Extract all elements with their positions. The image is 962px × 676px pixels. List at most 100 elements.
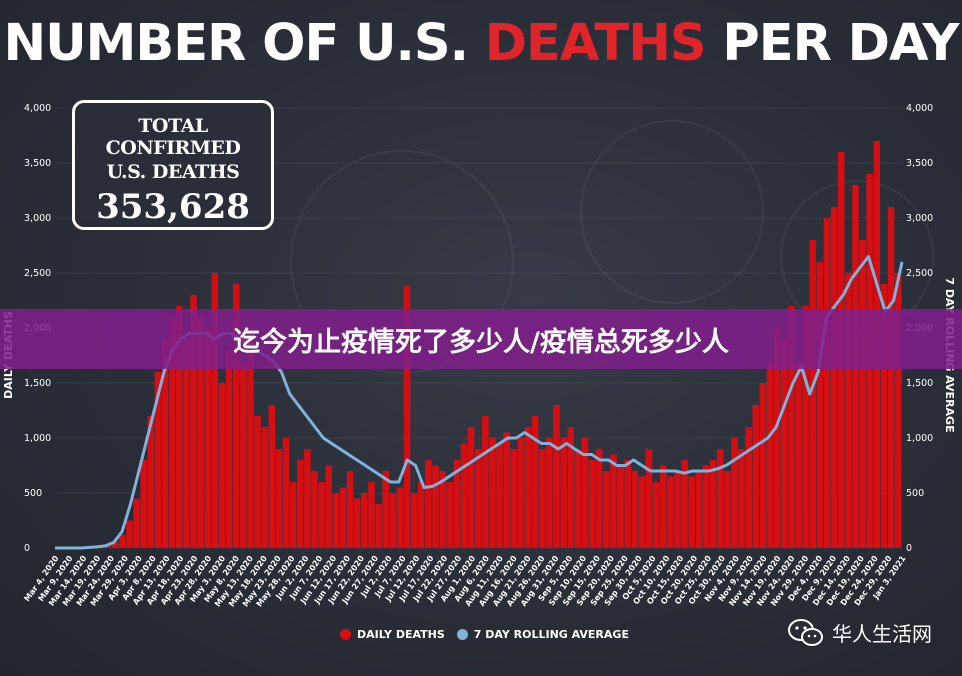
daily-death-bar [894, 273, 902, 548]
daily-death-bar [496, 443, 503, 548]
daily-death-bar [282, 438, 290, 548]
daily-death-bar [489, 438, 496, 548]
daily-death-bar [311, 471, 318, 548]
daily-death-bar [318, 482, 325, 548]
watermark: 华人生活网 [788, 618, 932, 647]
daily-death-bar [168, 317, 176, 548]
daily-death-bar [809, 240, 816, 548]
daily-death-bar [346, 471, 354, 548]
daily-death-bar [375, 504, 382, 548]
daily-death-bar [154, 372, 162, 548]
overlay-banner: 迄今为止疫情死了多少人/疫情总死多少人 [0, 309, 962, 369]
daily-death-bar [546, 438, 553, 548]
daily-death-bar [247, 328, 254, 548]
total-box-line-1: TOTAL CONFIRMED [105, 115, 241, 159]
daily-death-bar [610, 454, 617, 548]
total-deaths-value: 353,628 [96, 187, 250, 227]
total-box-line-2: U.S. DEATHS [106, 161, 240, 183]
daily-death-bar [403, 286, 411, 548]
daily-death-bar [297, 460, 304, 548]
y-tick-label-right: 3,500 [906, 158, 933, 169]
daily-death-bar [830, 207, 838, 548]
daily-death-bar [467, 427, 475, 548]
daily-death-bar [788, 306, 795, 548]
daily-death-bar [176, 306, 183, 548]
background-virus-shape [290, 150, 514, 374]
daily-death-bar [660, 465, 667, 548]
daily-death-bar [474, 449, 482, 548]
y-tick-label-left: 1,500 [24, 378, 51, 389]
daily-death-bar [289, 482, 297, 548]
daily-death-bar [119, 534, 126, 548]
daily-death-bar [232, 284, 240, 548]
y-tick-label-right: 500 [906, 488, 924, 499]
daily-death-bar [773, 328, 781, 548]
daily-death-bar [724, 471, 731, 548]
daily-death-bar [140, 460, 147, 548]
daily-death-bar [595, 449, 603, 548]
daily-death-bar [667, 476, 674, 548]
y-tick-label-right: 1,500 [906, 378, 933, 389]
y-tick-label-right: 2,500 [906, 268, 933, 279]
daily-death-bar [880, 284, 888, 548]
daily-death-bar [674, 471, 681, 548]
daily-death-bar [638, 476, 646, 548]
y-tick-label-left: 2,500 [24, 268, 51, 279]
daily-death-bar [460, 443, 468, 548]
daily-death-bar [553, 405, 560, 548]
daily-death-bar [261, 427, 268, 548]
daily-death-bar [133, 498, 140, 548]
y-tick-label-left: 3,500 [24, 158, 51, 169]
daily-death-bar [574, 449, 582, 548]
daily-death-bar [104, 544, 112, 548]
background-virus-shape [580, 120, 764, 304]
daily-death-bar [389, 493, 397, 548]
daily-death-bar [425, 460, 432, 548]
daily-death-bar [197, 317, 204, 548]
legend-item-rolling: 7 DAY ROLLING AVERAGE [456, 628, 629, 641]
y-tick-label-left: 500 [24, 488, 42, 499]
title-part-3: PER DAY [705, 14, 959, 73]
daily-death-bar [560, 438, 567, 548]
daily-death-bar [624, 460, 631, 548]
legend-dot-daily [340, 628, 351, 640]
daily-death-bar [503, 432, 510, 548]
daily-death-bar [709, 460, 717, 548]
y-tick-label-left: 1,000 [24, 433, 51, 444]
daily-death-bar [204, 328, 211, 548]
daily-death-bar [781, 339, 788, 548]
total-deaths-box: TOTAL CONFIRMED U.S. DEATHS 353,628 [72, 100, 274, 230]
title-part-1: NUMBER OF U.S. [3, 14, 485, 73]
daily-death-bar [240, 361, 247, 548]
daily-death-bar [731, 438, 738, 548]
title-part-2: DEATHS [484, 14, 707, 73]
daily-death-bar [745, 427, 752, 548]
daily-death-bar [361, 493, 368, 548]
daily-death-bar [211, 273, 219, 548]
daily-death-bar [823, 218, 831, 548]
daily-death-bar [275, 449, 283, 548]
watermark-text: 华人生活网 [832, 622, 932, 646]
daily-death-bar [859, 240, 866, 548]
daily-death-bar [795, 361, 802, 548]
y-tick-label-left: 4,000 [24, 103, 51, 114]
daily-death-bar [418, 482, 425, 548]
wechat-icon [788, 618, 823, 646]
daily-death-bar [510, 449, 518, 548]
daily-death-bar [254, 416, 261, 548]
daily-death-bar [524, 427, 532, 548]
daily-death-bar [695, 471, 703, 548]
daily-death-bar [410, 493, 418, 548]
daily-death-bar [645, 449, 653, 548]
daily-death-bar [111, 541, 119, 548]
daily-death-bar [702, 465, 710, 548]
daily-death-bar [738, 449, 745, 548]
daily-death-bar [802, 306, 809, 548]
daily-death-bar [126, 520, 133, 548]
daily-death-bar [759, 383, 767, 548]
legend-dot-rolling [456, 628, 468, 640]
daily-death-bar [588, 460, 596, 548]
y-tick-label-right: 3,000 [906, 213, 933, 224]
daily-death-bar [517, 438, 525, 548]
